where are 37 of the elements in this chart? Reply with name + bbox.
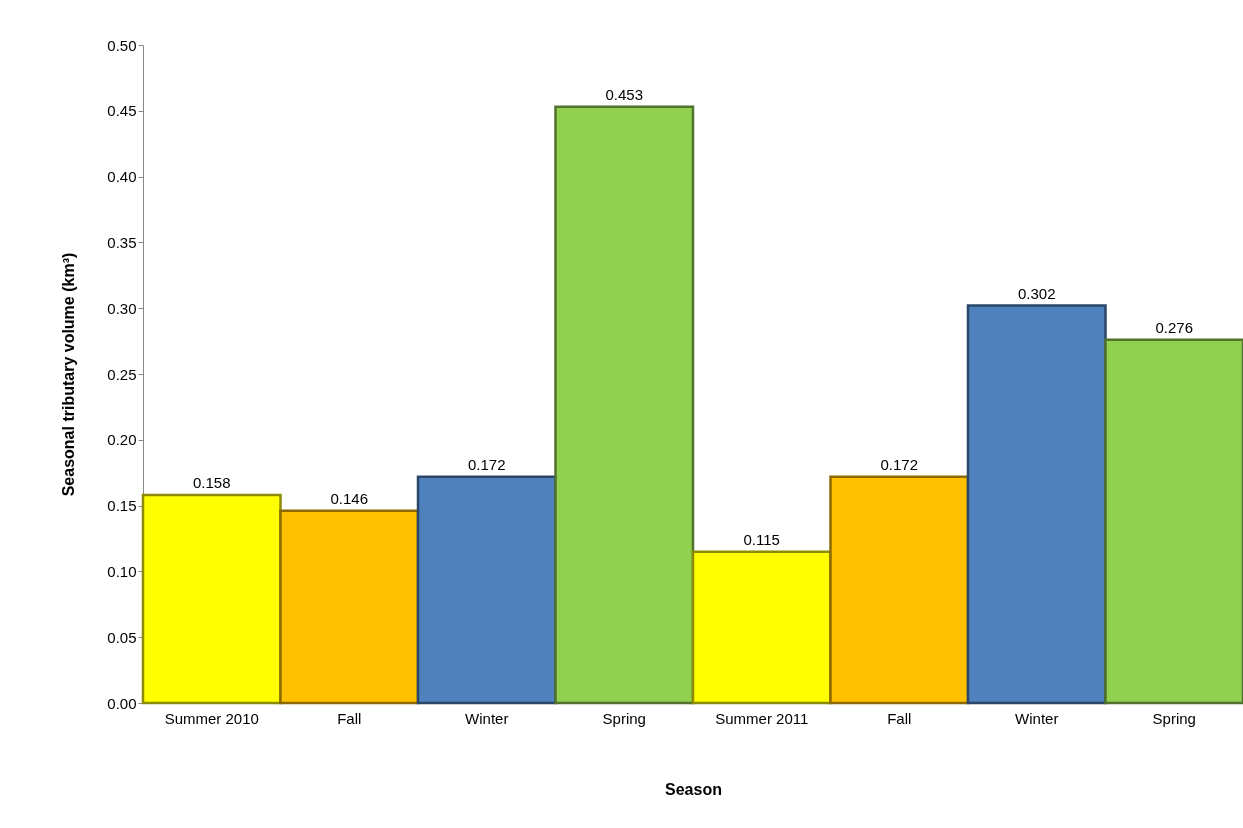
y-tick-label: 0.40 <box>107 168 137 186</box>
y-tick-label: 0.50 <box>107 36 137 54</box>
bar <box>554 105 695 705</box>
bar <box>1104 338 1243 705</box>
y-tick-label: 0.20 <box>107 431 137 449</box>
data-label: 0.115 <box>743 530 780 548</box>
x-tick-label: Spring <box>1152 709 1196 727</box>
bar <box>691 550 832 705</box>
y-tick-label: 0.45 <box>107 102 137 120</box>
data-label: 0.146 <box>330 489 369 507</box>
x-tick-label: Spring <box>602 709 646 727</box>
x-tick-label: Fall <box>337 709 362 727</box>
y-tick-label: 0.35 <box>107 233 137 251</box>
bar <box>966 304 1107 705</box>
bar <box>416 475 557 705</box>
y-axis-title: Seasonal tributary volume (km³) <box>60 252 78 497</box>
bar <box>141 493 282 705</box>
data-label: 0.172 <box>880 455 919 473</box>
x-tick-label: Winter <box>1015 709 1059 727</box>
x-tick-label: Summer 2011 <box>715 709 809 727</box>
y-tick-label: 0.05 <box>107 628 137 646</box>
x-tick-label: Summer 2010 <box>164 709 259 727</box>
bar <box>829 475 970 705</box>
data-label: 0.276 <box>1155 318 1194 336</box>
x-axis-title: Season <box>665 780 722 798</box>
data-label: 0.158 <box>192 474 231 492</box>
y-tick-label: 0.00 <box>107 694 137 712</box>
y-tick-label: 0.25 <box>107 365 137 383</box>
data-label: 0.302 <box>1017 284 1056 302</box>
y-tick-label: 0.15 <box>107 497 137 515</box>
data-label: 0.453 <box>605 85 644 103</box>
x-tick-label: Fall <box>887 709 912 727</box>
x-tick-label: Winter <box>465 709 509 727</box>
data-label: 0.172 <box>467 455 506 473</box>
y-tick-label: 0.10 <box>107 562 137 580</box>
bar <box>279 509 420 705</box>
y-tick-label: 0.30 <box>107 299 137 317</box>
